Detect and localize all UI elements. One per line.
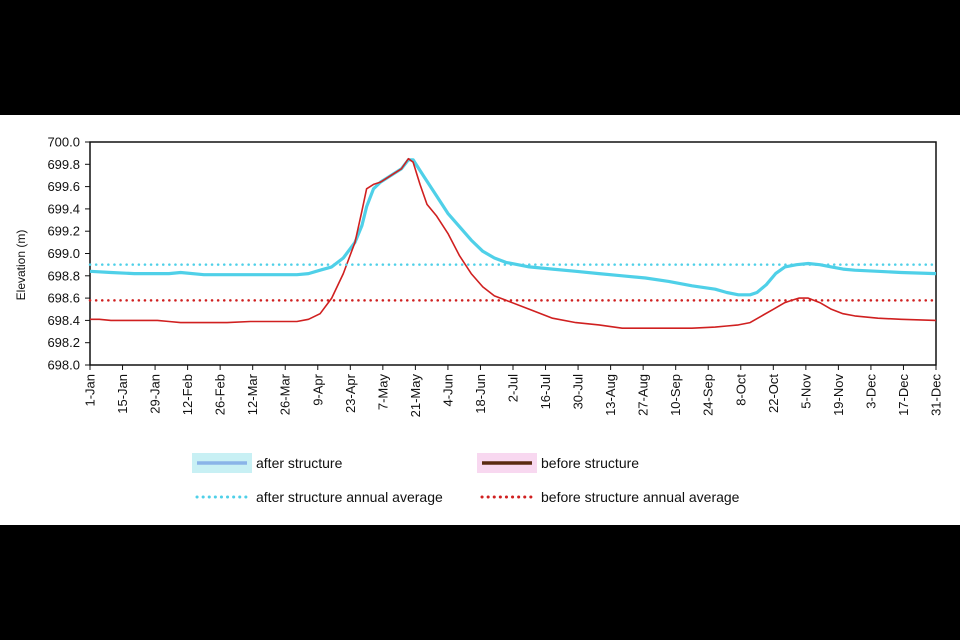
x-tick-label: 4-Jun bbox=[440, 374, 455, 407]
x-tick-label: 7-May bbox=[375, 374, 390, 411]
y-tick-label: 698.4 bbox=[47, 313, 80, 328]
y-tick-label: 699.6 bbox=[47, 179, 80, 194]
x-tick-label: 10-Sep bbox=[668, 374, 683, 416]
y-tick-label: 699.2 bbox=[47, 224, 80, 239]
chart-panel: 698.0 698.2 698.4 698.6 698.8 699.0 699.2 699.4… bbox=[0, 115, 960, 525]
elevation-chart: 698.0 698.2 698.4 698.6 698.8 699.0 699.2 699.4… bbox=[14, 135, 944, 506]
x-tick-label: 18-Jun bbox=[473, 374, 488, 414]
plot-frame bbox=[89, 141, 937, 366]
x-tick-label: 16-Jul bbox=[538, 374, 553, 410]
y-tick-label: 698.2 bbox=[47, 335, 80, 350]
x-tick-label: 15-Jan bbox=[115, 374, 130, 414]
series-line-after-structure bbox=[89, 158, 937, 297]
legend-before-avg-label: before structure annual average bbox=[541, 489, 740, 505]
x-tick-label: 30-Jul bbox=[571, 374, 586, 410]
x-tick-label: 13-Aug bbox=[603, 374, 618, 416]
y-tick-label: 698.6 bbox=[47, 291, 80, 306]
x-tick-label: 2-Jul bbox=[506, 374, 521, 402]
x-tick-label: 27-Aug bbox=[636, 374, 651, 416]
series-line-before-structure bbox=[90, 157, 937, 329]
x-tick-label: 19-Nov bbox=[831, 374, 846, 416]
legend-after-label: after structure bbox=[256, 455, 343, 471]
x-tick-label: 12-Mar bbox=[245, 373, 260, 415]
y-tick-label: 698.0 bbox=[47, 358, 80, 373]
y-tick-label: 699.8 bbox=[47, 157, 80, 172]
x-tick-label: 26-Feb bbox=[213, 374, 228, 415]
x-tick-label: 3-Dec bbox=[863, 374, 878, 409]
x-tick-label: 5-Nov bbox=[798, 374, 813, 409]
x-tick-label: 8-Oct bbox=[733, 374, 748, 406]
x-tick-label: 9-Apr bbox=[310, 373, 325, 405]
x-tick-label: 24-Sep bbox=[701, 374, 716, 416]
x-tick-label: 17-Dec bbox=[896, 374, 911, 416]
x-tick-label: 31-Dec bbox=[929, 374, 944, 416]
y-tick-label: 699.4 bbox=[47, 201, 80, 216]
y-tick-label: 700.0 bbox=[47, 135, 80, 150]
x-tick-label: 22-Oct bbox=[766, 374, 781, 413]
x-tick-label: 29-Jan bbox=[148, 374, 163, 414]
y-axis-title: Elevation (m) bbox=[14, 230, 28, 301]
x-tick-label: 21-May bbox=[408, 374, 423, 418]
legend-after-avg-label: after structure annual average bbox=[256, 489, 443, 505]
x-tick-label: 26-Mar bbox=[278, 373, 293, 415]
x-tick-label: 12-Feb bbox=[180, 374, 195, 415]
legend-before-label: before structure bbox=[541, 455, 639, 471]
y-tick-label: 698.8 bbox=[47, 268, 80, 283]
y-tick-label: 699.0 bbox=[47, 246, 80, 261]
legend: after structure before structure after s… bbox=[192, 453, 740, 505]
x-tick-label: 23-Apr bbox=[343, 373, 358, 413]
x-tick-label: 1-Jan bbox=[83, 374, 98, 407]
